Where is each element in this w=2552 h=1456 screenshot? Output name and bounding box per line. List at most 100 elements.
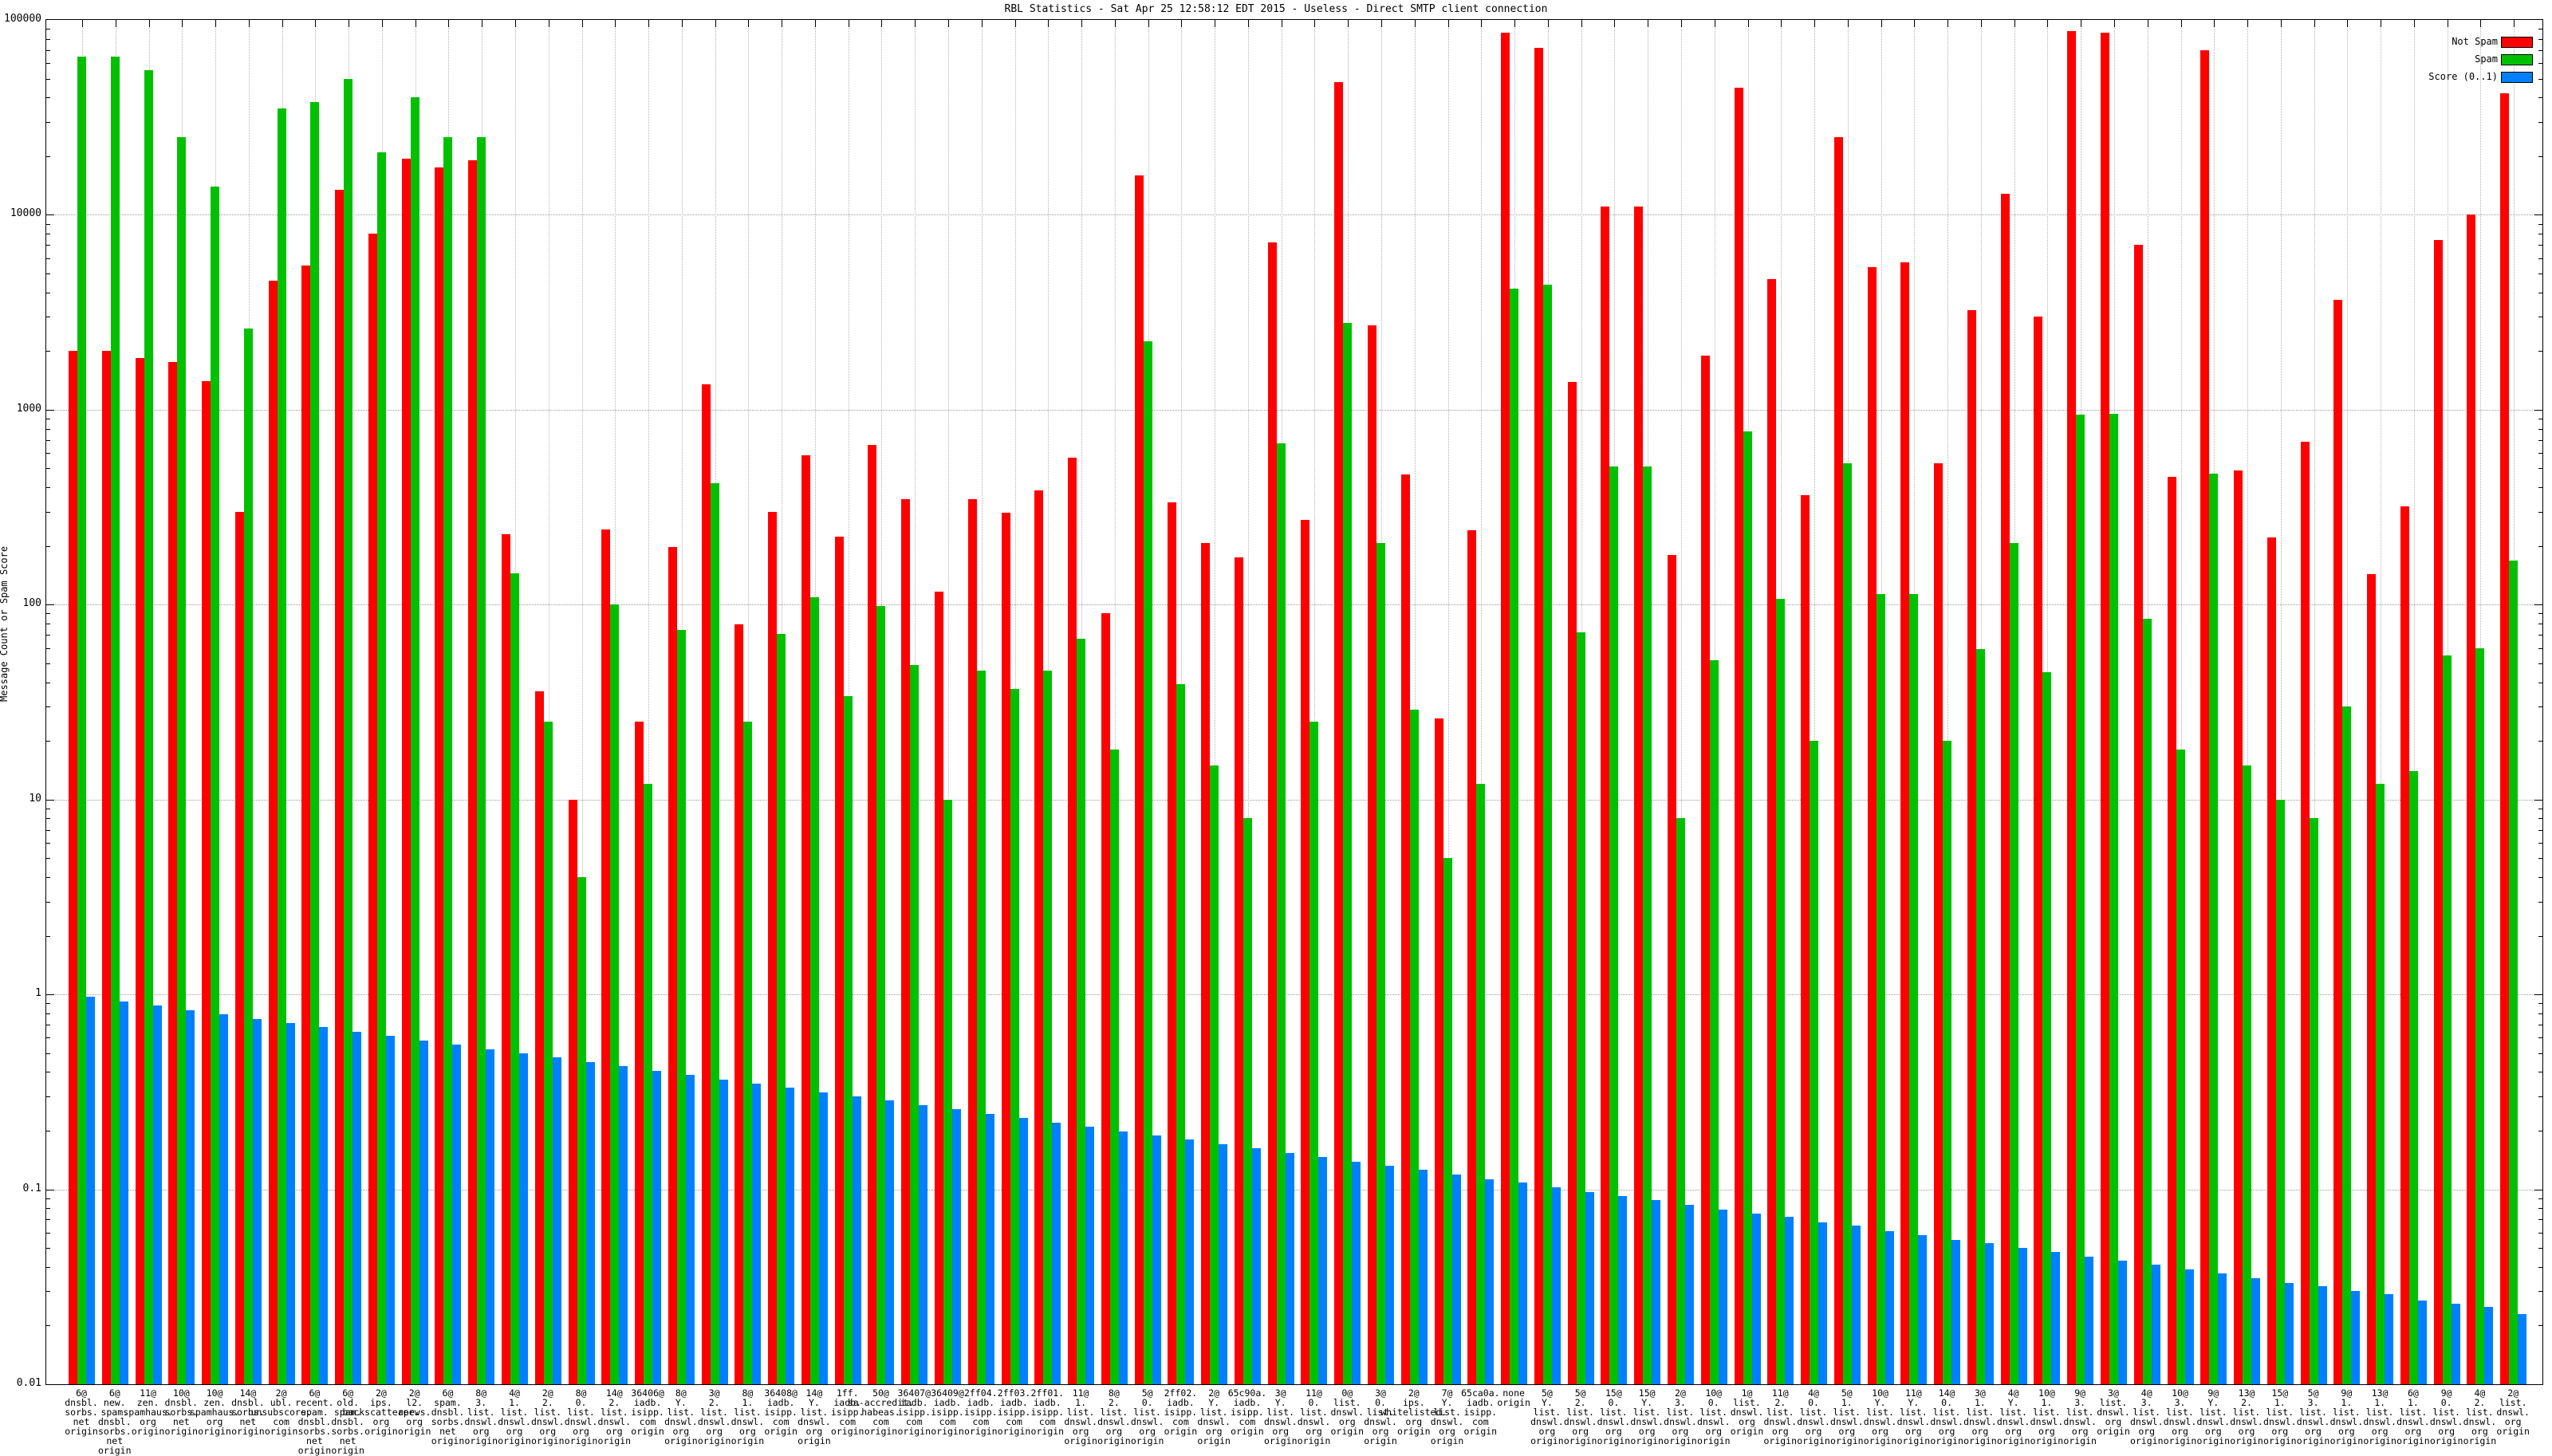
bar-spam (710, 482, 719, 1384)
bar-spam (1077, 638, 1086, 1384)
x-axis-group-label: 14@ 2. list. dnswl. org origin (597, 1387, 632, 1446)
x-top-tick (415, 20, 416, 27)
bar-spam (2076, 415, 2085, 1384)
bar-score (786, 1088, 795, 1384)
bar-spam (1376, 543, 1386, 1384)
bar-not-spam (502, 533, 510, 1384)
x-top-tick (1614, 20, 1616, 27)
bar-not-spam (2500, 93, 2510, 1384)
y-minor-tick (2538, 901, 2542, 903)
bar-score (919, 1105, 928, 1384)
bar-spam (1409, 709, 1419, 1384)
y-minor-tick (2538, 647, 2542, 649)
x-axis-group-label: 4@ Y. list. dnswl. org origin (1996, 1387, 2030, 1446)
bar-spam (2142, 618, 2152, 1384)
bar-not-spam (234, 511, 244, 1384)
x-top-tick (1847, 20, 1849, 27)
x-top-tick (1348, 20, 1349, 27)
x-axis-group-label: 65c90a. iadb. isipp. com origin (1227, 1387, 1267, 1437)
bar-score (1751, 1214, 1761, 1384)
x-top-tick (1048, 20, 1050, 27)
bar-spam (2376, 784, 2385, 1384)
x-axis-group-label: 10@ Y. list. dnswl. org origin (1863, 1387, 1897, 1446)
y-minor-tick (46, 245, 50, 246)
y-minor-tick (46, 1266, 50, 1268)
x-top-tick (2347, 20, 2349, 27)
bar-spam (1143, 340, 1152, 1384)
bar-spam (777, 633, 786, 1384)
legend-label: Not Spam (2452, 36, 2498, 47)
x-axis-group-label: 5@ 3. list. dnswl. org origin (2296, 1387, 2330, 1446)
x-axis-group-label: 2@ ips. backscatterer. org origin (342, 1387, 420, 1437)
bar-not-spam (1134, 175, 1144, 1384)
bar-score (186, 1009, 195, 1384)
y-minor-tick (46, 468, 50, 470)
y-minor-tick (2538, 818, 2542, 820)
bar-not-spam (1368, 325, 1377, 1384)
x-axis-group-label: 10@ 3. list. dnswl. org origin (2163, 1387, 2197, 1446)
bar-score (1052, 1122, 1061, 1384)
y-gridline (46, 409, 2542, 411)
y-minor-tick (46, 38, 50, 40)
bar-spam (1243, 818, 1252, 1384)
bar-not-spam (135, 357, 144, 1384)
bar-not-spam (2234, 470, 2243, 1384)
bar-score (1684, 1205, 1694, 1384)
y-minor-tick (46, 1248, 50, 1249)
x-axis-group-label: 4@ 0. list. dnswl. org origin (1797, 1387, 1830, 1446)
y-minor-tick (46, 223, 50, 225)
bar-spam (2176, 750, 2185, 1384)
y-minor-tick (2538, 1037, 2542, 1039)
x-top-tick (1081, 20, 1083, 27)
x-axis-group-label: 1@ list. dnswl. org origin (1730, 1387, 1764, 1437)
bar-spam (1343, 322, 1353, 1384)
bar-score (1518, 1183, 1528, 1384)
bar-score (2385, 1293, 2394, 1384)
bar-not-spam (2333, 300, 2343, 1384)
bar-not-spam (1833, 137, 1843, 1384)
bar-not-spam (668, 547, 677, 1384)
x-gridline (1814, 20, 1816, 1384)
bar-not-spam (868, 444, 877, 1384)
x-gridline (648, 20, 650, 1384)
y-minor-tick (2538, 545, 2542, 547)
y-minor-tick (46, 818, 50, 820)
y-major-tick (46, 604, 54, 606)
y-minor-tick (2538, 1232, 2542, 1234)
bar-score (1652, 1200, 1661, 1384)
x-axis-group-label: 5@ 0. list. dnswl. org origin (1130, 1387, 1164, 1446)
bar-spam (543, 722, 553, 1384)
x-axis-group-label: 36406@ iadb. isipp. com origin (631, 1387, 664, 1437)
x-top-tick (1947, 20, 1949, 27)
bar-score (86, 997, 95, 1384)
bar-score (952, 1109, 962, 1384)
x-axis-group-label: 36408@ iadb. isipp. com origin (764, 1387, 798, 1437)
y-major-tick (2534, 799, 2542, 801)
x-top-tick (1680, 20, 1682, 27)
bar-not-spam (1001, 513, 1010, 1384)
bar-score (619, 1066, 628, 1384)
y-tick-label: 10 (29, 792, 41, 805)
bar-not-spam (202, 381, 211, 1384)
bar-score (2151, 1265, 2160, 1384)
y-minor-tick (46, 439, 50, 441)
x-axis-group-label: 10@ 0. list. dnswl. org origin (1696, 1387, 1731, 1446)
bar-not-spam (69, 351, 77, 1384)
bar-not-spam (601, 529, 611, 1384)
x-axis-group-label: 8@ 3. list. dnswl. org origin (464, 1387, 498, 1446)
bar-score (1785, 1217, 1794, 1384)
y-major-tick (46, 799, 54, 801)
x-axis-group-label: 4@ 3. list. dnswl. org origin (2129, 1387, 2164, 1446)
x-top-tick (1481, 20, 1483, 27)
x-top-tick (2180, 20, 2182, 27)
x-top-tick (2413, 20, 2415, 27)
y-minor-tick (2538, 858, 2542, 860)
x-top-tick (282, 20, 283, 27)
y-minor-tick (46, 829, 50, 831)
y-major-tick (2534, 604, 2542, 606)
y-minor-tick (2538, 1208, 2542, 1210)
x-axis-group-label: 11@ 2. list. dnswl. org origin (1763, 1387, 1798, 1446)
y-minor-tick (2538, 663, 2542, 664)
bar-score (1551, 1187, 1561, 1384)
x-top-tick (2247, 20, 2249, 27)
